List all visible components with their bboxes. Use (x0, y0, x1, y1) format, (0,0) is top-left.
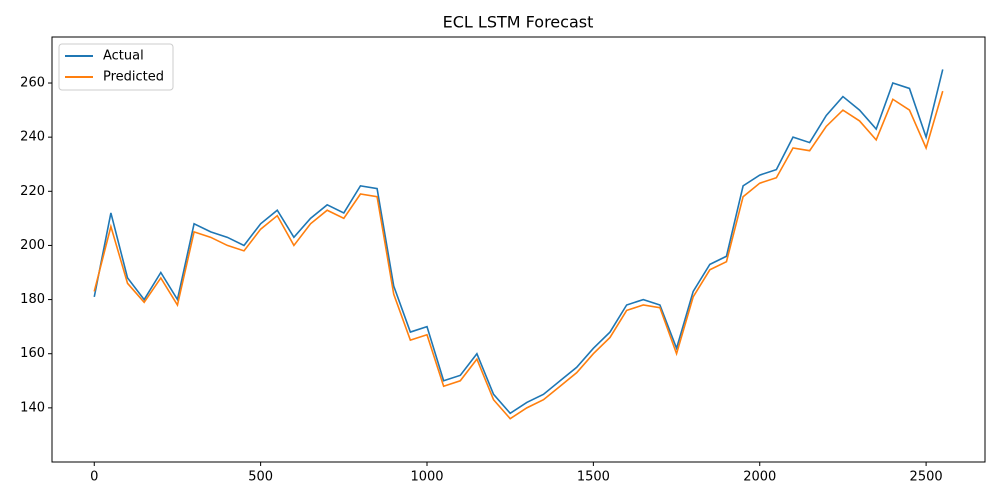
x-tick-label: 0 (90, 470, 98, 485)
x-tick-label: 2500 (910, 470, 943, 485)
chart-title: ECL LSTM Forecast (443, 13, 594, 32)
line-series (93, 69, 944, 415)
y-tick-label: 260 (20, 76, 45, 91)
y-tick-label: 180 (20, 292, 45, 307)
line-series (93, 90, 944, 420)
plot-frame (51, 36, 986, 463)
x-tick-label: 500 (248, 470, 273, 485)
y-tick-label: 220 (20, 184, 45, 199)
x-tick-label: 2000 (743, 470, 776, 485)
y-tick-label: 200 (20, 238, 45, 253)
y-tick-label: 140 (20, 400, 45, 415)
x-tick-label: 1000 (410, 470, 443, 485)
y-tick-label: 240 (20, 130, 45, 145)
legend-label: Actual (103, 49, 144, 64)
legend-label: Predicted (103, 70, 164, 85)
x-tick-label: 1500 (577, 470, 610, 485)
y-tick-label: 160 (20, 346, 45, 361)
